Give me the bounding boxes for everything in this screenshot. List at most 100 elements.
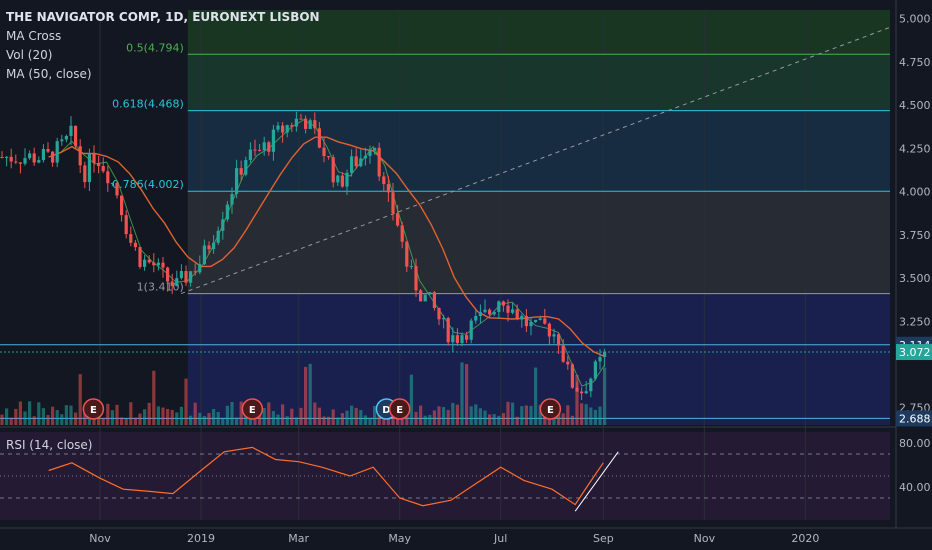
y-tick-label: 4.250: [899, 142, 931, 155]
candle-body: [110, 183, 114, 185]
volume-bar: [570, 415, 574, 425]
candle-body: [575, 387, 579, 392]
candle-body: [492, 311, 496, 315]
candle-body: [179, 271, 183, 279]
candle-body: [285, 125, 289, 133]
candle-body: [92, 153, 96, 164]
candle-body: [322, 147, 326, 157]
volume-bar: [179, 406, 183, 425]
volume-bar: [437, 406, 441, 425]
candle-body: [580, 391, 584, 394]
event-circle: [539, 398, 562, 420]
candle-body: [373, 147, 377, 151]
volume-bar: [515, 416, 519, 425]
fib-zone: [187, 54, 891, 111]
y-tick-label: 4.750: [899, 56, 931, 69]
volume-bar: [271, 411, 275, 425]
event-badge: E: [539, 398, 562, 420]
volume-bar: [51, 406, 55, 425]
event-letter: E: [90, 405, 97, 416]
volume-bar: [524, 405, 528, 425]
candle-body: [258, 149, 262, 151]
candle-body: [304, 118, 308, 129]
y-tick-label: 4.500: [899, 99, 931, 112]
candle-body: [202, 245, 206, 265]
candle-body: [465, 335, 469, 340]
volume-bar: [106, 403, 110, 425]
candle-body: [14, 161, 18, 163]
candle-body: [106, 171, 110, 184]
candle-body: [350, 156, 354, 173]
candle-body: [138, 247, 142, 267]
volume-bar: [331, 409, 335, 425]
candle-body: [432, 292, 436, 308]
volume-bar: [580, 403, 584, 425]
volume-bar: [129, 402, 133, 425]
x-tick-label: 2019: [187, 532, 215, 545]
volume-bar: [442, 407, 446, 425]
candle-body: [405, 241, 409, 267]
volume-bar: [409, 374, 413, 425]
legend-volume[interactable]: Vol (20): [6, 48, 52, 62]
candle-body: [32, 153, 36, 163]
price-tag-label: 3.072: [899, 346, 931, 359]
candle-body: [359, 158, 363, 167]
volume-bar: [285, 416, 289, 425]
x-tick-label: Sep: [593, 532, 614, 545]
volume-bar: [14, 408, 18, 425]
volume-bar: [5, 408, 9, 425]
volume-bar: [37, 402, 41, 425]
legend-ma50[interactable]: MA (50, close): [6, 67, 92, 81]
volume-bar: [207, 413, 211, 425]
candle-body: [124, 215, 128, 235]
candle-body: [437, 307, 441, 320]
legend-ma-cross[interactable]: MA Cross: [6, 29, 61, 43]
volume-bar: [497, 415, 501, 425]
candle-body: [506, 305, 510, 313]
volume-bar: [419, 405, 423, 425]
candle-body: [451, 335, 455, 343]
candle-body: [235, 168, 239, 194]
volume-bar: [267, 402, 271, 425]
volume-bar: [340, 413, 344, 425]
volume-bar: [566, 405, 570, 425]
volume-bar: [308, 363, 312, 425]
candle-body: [207, 245, 211, 250]
candle-body: [244, 160, 248, 175]
volume-bar: [41, 408, 45, 425]
fib-zone: [187, 10, 891, 55]
volume-bar: [511, 402, 515, 425]
volume-bar: [561, 413, 565, 425]
volume-bar: [584, 404, 588, 425]
y-axis-bg: [896, 0, 932, 550]
candle-body: [308, 120, 312, 129]
candle-body: [336, 175, 340, 183]
ma50-line: [48, 136, 606, 358]
candle-body: [515, 309, 519, 320]
event-letter: E: [249, 405, 256, 416]
candles: [0, 111, 607, 401]
volume-bar: [120, 417, 124, 425]
volume-bar: [501, 413, 505, 425]
volume-bar: [258, 411, 262, 425]
y-tick-label: 3.250: [899, 315, 931, 328]
volume-bar: [313, 402, 317, 425]
candle-body: [488, 309, 492, 315]
volume-bar: [451, 402, 455, 425]
volume-bar: [492, 414, 496, 425]
candle-body: [363, 155, 367, 159]
event-letter: E: [547, 405, 554, 416]
y-tick-label: 4.000: [899, 186, 931, 199]
candle-body: [478, 312, 482, 316]
fib-zone: [187, 191, 891, 294]
x-tick-label: Mar: [288, 532, 309, 545]
candle-body: [184, 271, 188, 283]
volume-bar: [469, 406, 473, 425]
rsi-label[interactable]: RSI (14, close): [6, 438, 92, 452]
volume-bar: [152, 370, 156, 425]
candle-body: [419, 290, 423, 302]
volume-bar: [189, 415, 193, 425]
volume-bar: [506, 401, 510, 425]
volume-bar: [478, 408, 482, 425]
